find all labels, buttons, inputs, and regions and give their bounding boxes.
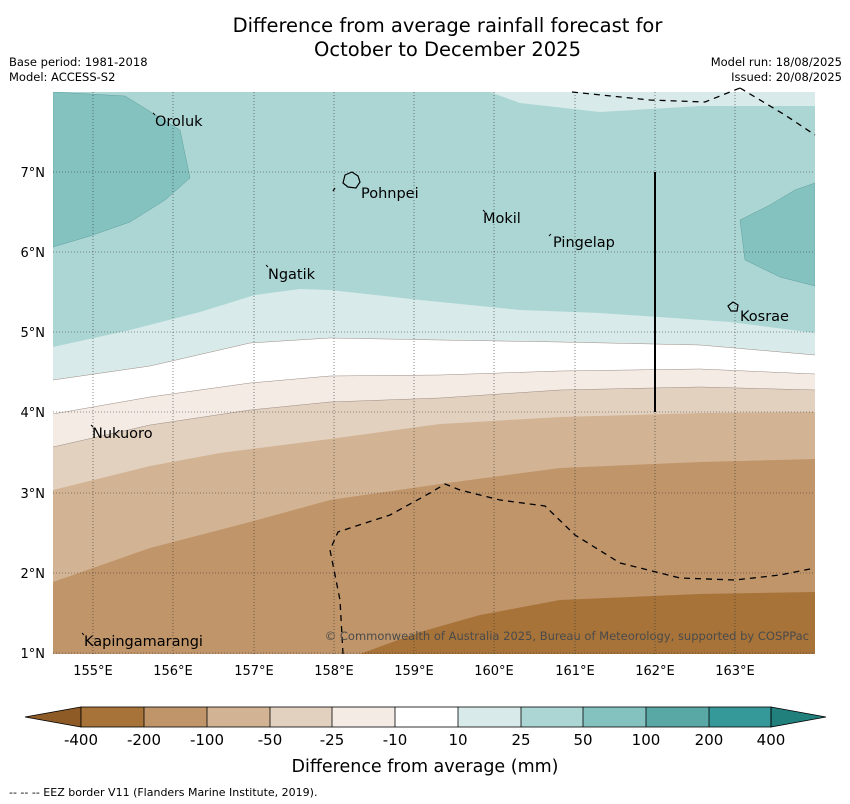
base-period: Base period: 1981-2018	[9, 55, 148, 69]
lat-label: 6°N	[21, 246, 46, 261]
place-pingelap: Pingelap	[553, 235, 615, 251]
place-kosrae: Kosrae	[740, 309, 789, 325]
lon-label: 159°E	[394, 664, 434, 679]
kosrae-outline	[727, 301, 739, 312]
colorbar-segment	[270, 707, 332, 727]
lon-label: 162°E	[635, 664, 675, 679]
pohnpei-islet	[332, 187, 336, 192]
gridlines	[53, 92, 815, 654]
colorbar-tick: 400	[757, 731, 786, 749]
band-plus50-east	[739, 182, 815, 287]
colorbar-dividers	[80, 706, 772, 728]
colorbar-segment	[81, 707, 144, 727]
colorbar-tick: -25	[320, 731, 345, 749]
colorbar-tick: 25	[511, 731, 530, 749]
lon-label: 158°E	[314, 664, 354, 679]
model-run: Model run: 18/08/2025	[710, 55, 842, 69]
pohnpei-outline	[342, 171, 361, 189]
place-pohnpei: Pohnpei	[361, 186, 419, 202]
rainfall-contours	[53, 92, 815, 654]
colorbar-extend-high	[770, 706, 827, 728]
island-outlines	[332, 171, 739, 312]
eez-borders	[329, 87, 816, 655]
colorbar-segment	[395, 707, 458, 727]
colorbar-segment	[332, 707, 395, 727]
lat-label: 7°N	[21, 166, 46, 181]
colorbar-segment	[583, 707, 646, 727]
colorbar-segment	[207, 707, 270, 727]
place-markers	[81, 112, 552, 636]
place-oroluk: Oroluk	[155, 114, 203, 130]
colorbar-title: Difference from average (mm)	[291, 757, 558, 777]
lon-label: 161°E	[555, 664, 595, 679]
lon-label: 155°E	[73, 664, 113, 679]
colorbar-extend-low	[24, 706, 82, 728]
colorbar-ticks: -400 -200 -100 -50 -25 -10 10 25 50 100 …	[64, 731, 785, 749]
lat-label: 3°N	[21, 487, 46, 502]
colorbar-segment	[709, 707, 771, 727]
lat-label: 5°N	[21, 326, 46, 341]
colorbar-segment	[521, 707, 583, 727]
contour-lines	[53, 337, 815, 448]
metadata-left: Base period: 1981-2018 Model: ACCESS-S2	[9, 55, 148, 85]
place-kapingamarangi: Kapingamarangi	[84, 634, 203, 650]
band-plus25	[53, 92, 815, 347]
lon-label: 163°E	[715, 664, 755, 679]
title-line-1: Difference from average rainfall forecas…	[232, 14, 663, 37]
eez-footnote: -- -- -- EEZ border V11 (Flanders Marine…	[9, 786, 318, 799]
lat-label: 1°N	[21, 647, 46, 662]
lon-label: 160°E	[474, 664, 514, 679]
colorbar-tick: 50	[573, 731, 592, 749]
copyright-notice: © Commonwealth of Australia 2025, Bureau…	[325, 629, 809, 643]
colorbar-tick: 100	[632, 731, 661, 749]
colorbar-tick: 200	[695, 731, 724, 749]
longitude-axis-labels: 155°E 156°E 157°E 158°E 159°E 160°E 161°…	[73, 664, 755, 679]
issued-date: Issued: 20/08/2025	[731, 70, 842, 84]
model-name: Model: ACCESS-S2	[9, 70, 116, 84]
colorbar	[24, 706, 827, 728]
colorbar-segment	[458, 707, 521, 727]
lon-label: 157°E	[234, 664, 274, 679]
latitude-axis-labels: 7°N 6°N 5°N 4°N 3°N 2°N 1°N	[21, 166, 46, 662]
band-plus50-west	[53, 92, 191, 248]
place-labels: Oroluk Pohnpei Mokil Pingelap Ngatik Kos…	[84, 114, 789, 650]
colorbar-tick: -50	[258, 731, 283, 749]
chart-title: Difference from average rainfall forecas…	[0, 14, 850, 62]
colorbar-tick: -100	[190, 731, 224, 749]
colorbar-tick: 10	[448, 731, 467, 749]
colorbar-tick: -200	[127, 731, 161, 749]
title-line-2: October to December 2025	[314, 38, 581, 61]
lat-label: 4°N	[21, 406, 46, 421]
metadata-right: Model run: 18/08/2025 Issued: 20/08/2025	[711, 55, 842, 85]
lat-label: 2°N	[21, 567, 46, 582]
colorbar-tick: -400	[64, 731, 98, 749]
colorbar-tick: -10	[383, 731, 408, 749]
lon-label: 156°E	[153, 664, 193, 679]
colorbar-segment	[646, 707, 709, 727]
colorbar-segment	[144, 707, 207, 727]
place-nukuoro: Nukuoro	[92, 426, 153, 442]
place-mokil: Mokil	[483, 211, 521, 227]
place-ngatik: Ngatik	[268, 267, 316, 283]
